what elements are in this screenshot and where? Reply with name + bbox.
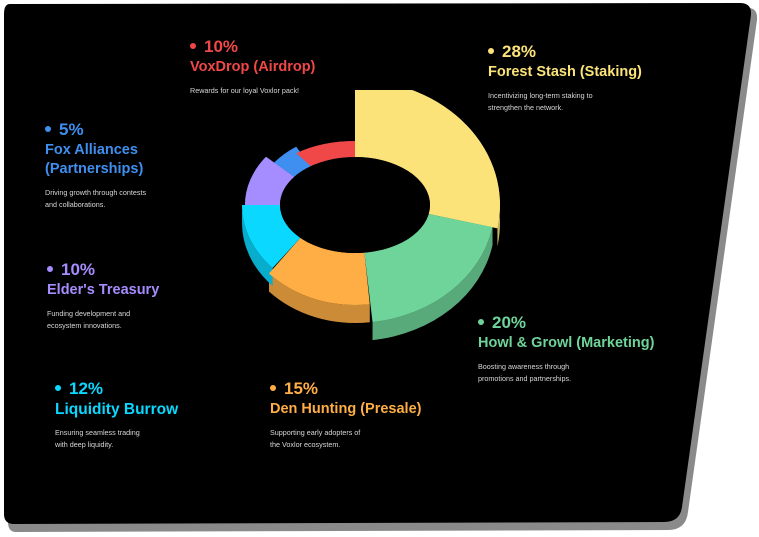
- partnerships-description: Driving growth through contests and coll…: [45, 188, 147, 209]
- legend-partnerships: 5% Fox Alliances (Partnerships) Driving …: [45, 120, 165, 211]
- slice-marketing: [364, 213, 493, 323]
- treasury-percent: 10%: [47, 260, 159, 280]
- airdrop-percent: 10%: [190, 37, 315, 57]
- liquidity-percent: 12%: [55, 379, 178, 399]
- slice-side-marketing: [372, 227, 493, 341]
- treasury-description: Funding development and ecosystem innova…: [47, 309, 131, 330]
- partnerships-percent: 5%: [45, 120, 165, 140]
- slice-staking: [355, 90, 500, 229]
- legend-marketing: 20% Howl & Growl (Marketing) Boosting aw…: [478, 313, 654, 385]
- marketing-percent: 20%: [478, 313, 654, 333]
- slice-airdrop: [296, 141, 355, 167]
- treasury-dot-icon: [47, 265, 53, 272]
- slice-presale: [268, 237, 370, 305]
- airdrop-percent-text: 10%: [204, 37, 239, 56]
- staking-dot-icon: [488, 47, 494, 54]
- liquidity-title: Liquidity Burrow: [55, 401, 179, 418]
- donut-chart: [242, 90, 500, 341]
- partnerships-title: Fox Alliances (Partnerships): [45, 142, 144, 177]
- presale-percent: 15%: [270, 379, 421, 399]
- airdrop-description: Rewards for our loyal Voxlor pack!: [190, 86, 300, 95]
- treasury-title: Elder's Treasury: [47, 282, 160, 298]
- presale-percent-text: 15%: [284, 379, 319, 398]
- presale-title: Den Hunting (Presale): [270, 401, 422, 417]
- slice-liquidity: [242, 205, 301, 268]
- slice-side-liquidity: [242, 205, 273, 286]
- airdrop-dot-icon: [190, 42, 196, 49]
- slice-side-presale: [268, 273, 370, 323]
- liquidity-description: Ensuring seamless trading with deep liqu…: [55, 428, 140, 449]
- marketing-dot-icon: [478, 318, 484, 325]
- presale-description: Supporting early adopters of the Voxlor …: [270, 428, 361, 449]
- treasury-percent-text: 10%: [61, 260, 96, 279]
- presale-dot-icon: [270, 384, 276, 391]
- marketing-title: Howl & Growl (Marketing): [478, 335, 655, 351]
- partnerships-percent-text: 5%: [59, 120, 84, 139]
- staking-percent: 28%: [488, 42, 642, 62]
- marketing-percent-text: 20%: [492, 313, 527, 332]
- legend-airdrop: 10% VoxDrop (Airdrop) Rewards for our lo…: [190, 37, 315, 97]
- staking-description: Incentivizing long-term staking to stren…: [488, 91, 593, 112]
- slice-treasury: [245, 156, 295, 205]
- liquidity-percent-text: 12%: [69, 379, 104, 398]
- legend-liquidity: 12% Liquidity Burrow Ensuring seamless t…: [55, 379, 178, 451]
- marketing-description: Boosting awareness through promotions an…: [478, 362, 572, 383]
- legend-treasury: 10% Elder's Treasury Funding development…: [47, 260, 159, 332]
- legend-staking: 28% Forest Stash (Staking) Incentivizing…: [488, 42, 642, 114]
- staking-percent-text: 28%: [502, 42, 537, 61]
- airdrop-title: VoxDrop (Airdrop): [190, 59, 316, 75]
- liquidity-dot-icon: [55, 384, 61, 391]
- staking-title: Forest Stash (Staking): [488, 64, 642, 80]
- legend-presale: 15% Den Hunting (Presale) Supporting ear…: [270, 379, 421, 451]
- partnerships-dot-icon: [45, 125, 51, 132]
- donut-hole: [280, 157, 430, 253]
